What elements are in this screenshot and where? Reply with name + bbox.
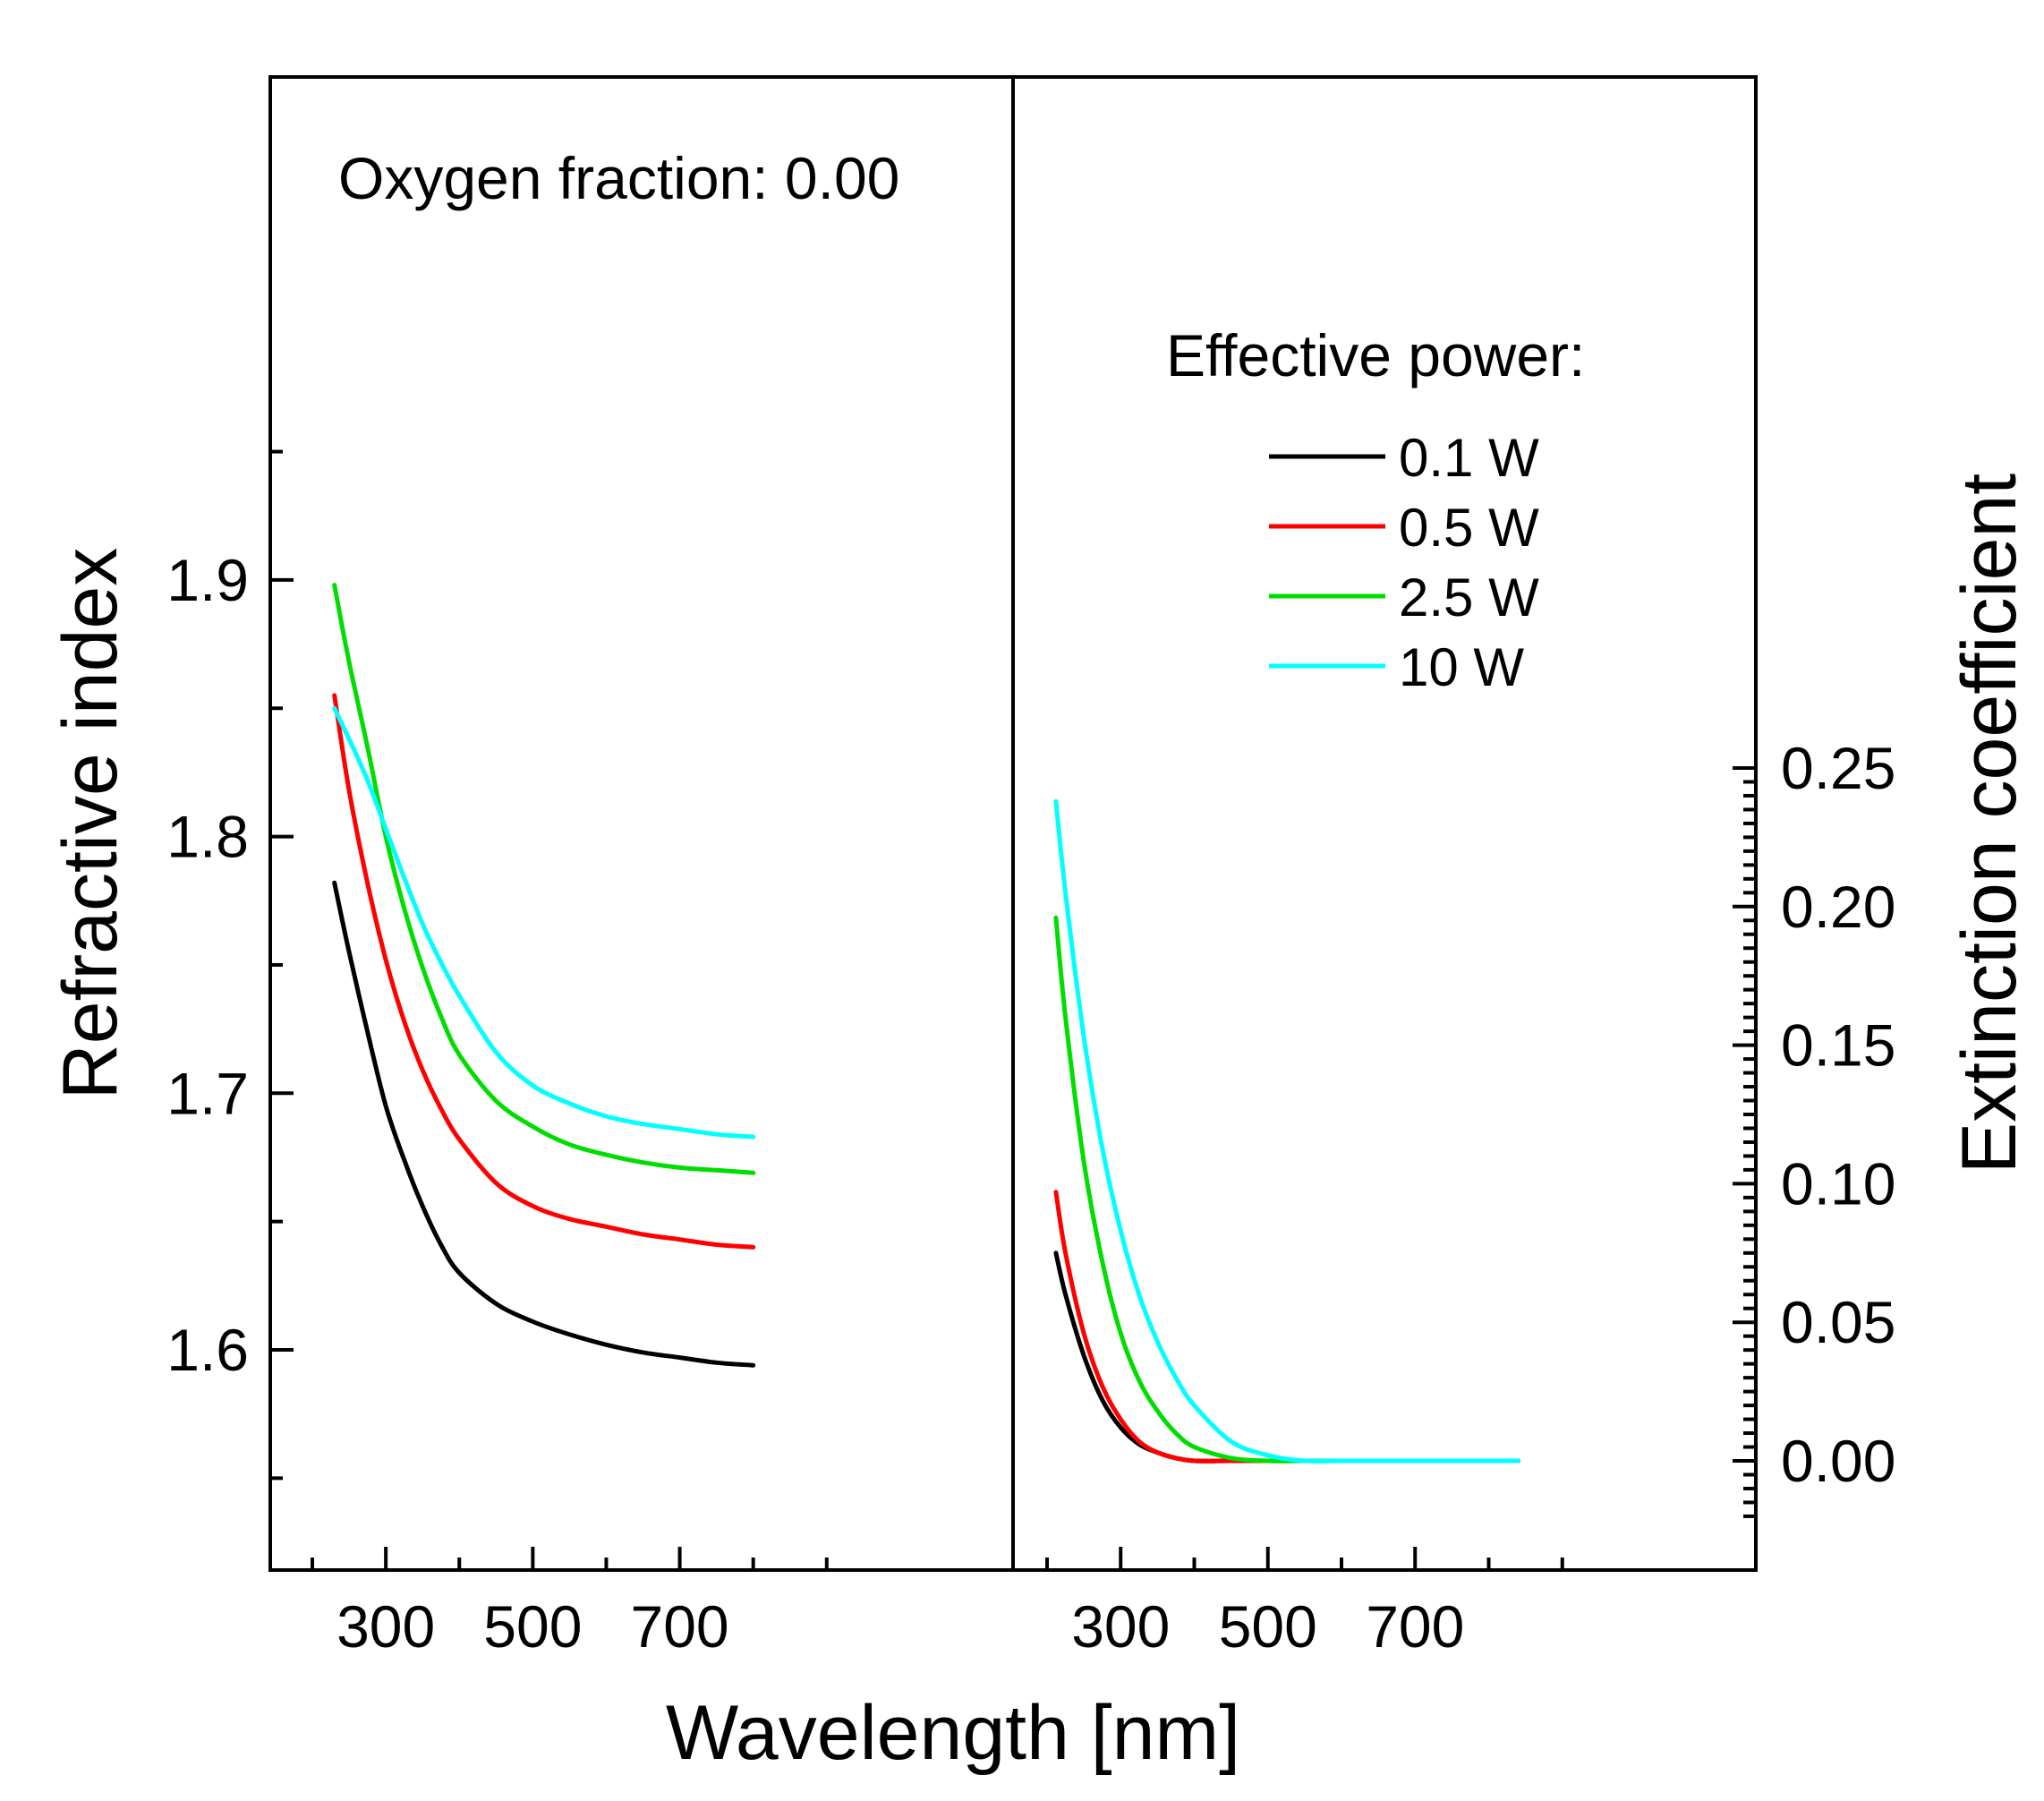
n-series-10w — [332, 705, 756, 1139]
x-tick-label: 300 — [1071, 1593, 1170, 1660]
x-tick-label: 300 — [336, 1593, 435, 1660]
n-series-2-5w — [332, 583, 756, 1175]
y-tick-label-right: 0.10 — [1781, 1150, 1895, 1216]
y-tick-label-right: 0.15 — [1781, 1012, 1895, 1079]
x-axis-title: Wavelength [nm] — [666, 1690, 1240, 1776]
x-tick-label: 700 — [631, 1593, 729, 1660]
y-tick-label-left: 1.6 — [166, 1317, 249, 1383]
n-series-0-5w — [332, 693, 756, 1250]
legend-label-0-1w: 0.1 W — [1399, 428, 1539, 488]
legend-label-0-5w: 0.5 W — [1399, 498, 1539, 558]
lines-layer — [332, 583, 1520, 1464]
y-tick-label-right: 0.00 — [1781, 1428, 1895, 1494]
y-axis-title-left: Refractive index — [47, 548, 133, 1100]
y-tick-label-right: 0.05 — [1781, 1289, 1895, 1355]
y-tick-label-right: 0.25 — [1781, 735, 1895, 801]
legend-title: Effective power: — [1166, 322, 1585, 388]
x-tick-label: 500 — [483, 1593, 582, 1660]
y-tick-label-left: 1.8 — [166, 804, 249, 870]
ticks-layer: 300 500 700 1.6 1.7 1.8 1.9 300 500 700 0.00 0.05 0.… — [166, 449, 1895, 1660]
k-series-10w — [1053, 798, 1520, 1464]
x-tick-label: 700 — [1366, 1593, 1464, 1660]
y-tick-label-right: 0.20 — [1781, 874, 1895, 940]
x-tick-label: 500 — [1219, 1593, 1317, 1660]
legend-label-2-5w: 2.5 W — [1399, 568, 1539, 627]
y-axis-title-right: Extinction coefficient — [1946, 474, 2032, 1174]
oxygen-fraction-annotation: Oxygen fraction: 0.00 — [338, 145, 899, 211]
n-series-0-1w — [332, 880, 756, 1368]
legend: Effective power: 0.1 W 0.5 W 2.5 W 10 W — [1166, 322, 1585, 697]
y-tick-label-left: 1.9 — [166, 547, 249, 613]
legend-label-10w: 10 W — [1399, 637, 1524, 697]
y-tick-label-left: 1.7 — [166, 1060, 249, 1126]
